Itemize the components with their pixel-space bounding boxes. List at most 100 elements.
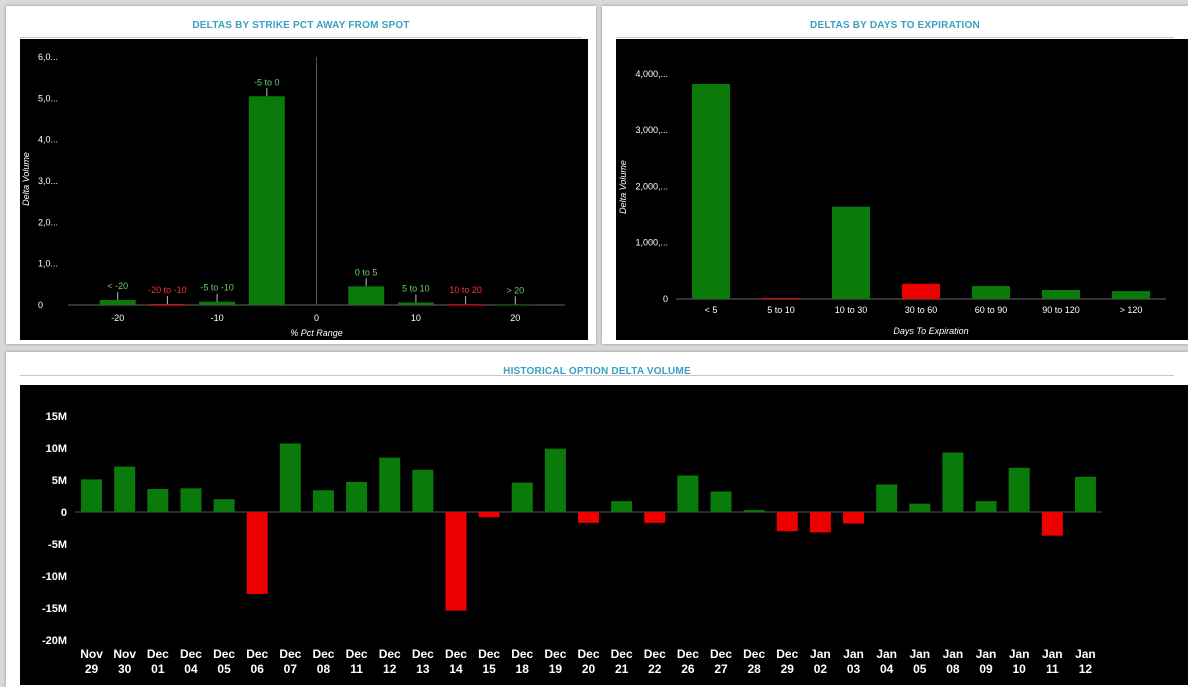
strike-bar-label: 10 to 20 [449, 285, 482, 295]
strike-y-axis-title: Delta Volume [21, 152, 31, 206]
strike-y-tick-label: 3,0... [38, 176, 58, 186]
historical-bar [379, 457, 401, 512]
expiration-y-tick-label: 2,000,... [635, 181, 668, 191]
expiration-chart: 0 1,000,... 2,000,... 3,000,... 4,000,... Del… [618, 69, 1166, 336]
expiration-x-tick-label: < 5 [705, 305, 718, 315]
historical-x-tick-label: Dec 27 [710, 647, 732, 676]
historical-bar [843, 512, 865, 524]
strike-y-tick-label: 1,0... [38, 259, 58, 269]
strike-x-tick-label: -20 [111, 313, 124, 323]
historical-x-tick-label: Dec 26 [677, 647, 699, 676]
historical-bar [975, 501, 997, 512]
historical-bar [677, 475, 699, 512]
historical-x-tick-label: Dec 13 [412, 647, 434, 676]
strike-y-tick-label: 0 [38, 300, 43, 310]
historical-x-tick-label: Dec 04 [180, 647, 202, 676]
strike-x-tick-label: 10 [411, 313, 421, 323]
historical-x-tick-label: Jan 12 [1075, 647, 1096, 676]
historical-x-tick-label: Nov 29 [80, 647, 103, 676]
strike-x-tick-label: -10 [211, 313, 224, 323]
historical-x-tick-label: Dec 11 [346, 647, 368, 676]
historical-y-tick-label: 10M [46, 443, 67, 455]
historical-bar [114, 466, 136, 512]
historical-x-tick-label: Dec 14 [445, 647, 467, 676]
historical-x-tick-label: Dec 05 [213, 647, 235, 676]
historical-y-tick-label: -5M [48, 539, 67, 551]
historical-bar [180, 488, 202, 512]
historical-x-tick-label: Jan 04 [876, 647, 897, 676]
strike-y-tick-label: 6,0... [38, 52, 58, 62]
expiration-x-tick-label: 10 to 30 [835, 305, 868, 315]
historical-y-tick-label: 15M [46, 411, 67, 423]
expiration-bar [692, 84, 730, 300]
expiration-title-divider [616, 37, 1174, 38]
historical-x-tick-label: Dec 22 [644, 647, 666, 676]
historical-plot-area: 15M 10M 5M 0 -5M -10M -15M -20M Nov 29 Nov 30 Dec 01 D… [20, 385, 1188, 685]
historical-x-tick-label: Dec 20 [577, 647, 599, 676]
historical-panel-title: HISTORICAL OPTION DELTA VOLUME [503, 366, 691, 377]
strike-plot-area: 0 1,0... 2,0... 3,0... 4,0... 5,0... 6,0... -20… [20, 39, 588, 340]
expiration-bar [1112, 291, 1150, 299]
expiration-x-axis-title: Days To Expiration [893, 326, 968, 336]
historical-x-tick-label: Dec 28 [743, 647, 765, 676]
historical-bar [81, 479, 103, 512]
strike-bar-label: > 20 [506, 285, 524, 295]
historical-bar [213, 499, 235, 512]
historical-y-tick-label: 5M [52, 475, 67, 487]
historical-chart: 15M 10M 5M 0 -5M -10M -15M -20M Nov 29 Nov 30 Dec 01 D… [42, 411, 1102, 676]
strike-bar [248, 96, 285, 305]
strike-title-divider [20, 37, 582, 38]
historical-bar [743, 510, 765, 512]
strike-bar [497, 304, 534, 306]
expiration-bar [762, 297, 800, 299]
historical-bar [876, 484, 898, 512]
historical-bar [279, 443, 301, 512]
strike-bar [397, 302, 434, 305]
strike-bar-label: -5 to -10 [200, 283, 234, 293]
historical-x-tick-label: Jan 10 [1009, 647, 1030, 676]
expiration-plot-area: 0 1,000,... 2,000,... 3,000,... 4,000,... Del… [616, 39, 1188, 340]
strike-x-tick-label: 20 [510, 313, 520, 323]
historical-bar [412, 469, 434, 512]
strike-bar [447, 304, 484, 306]
historical-x-tick-label: Jan 02 [810, 647, 831, 676]
expiration-y-tick-label: 4,000,... [635, 69, 668, 79]
expiration-y-axis-title: Delta Volume [618, 160, 628, 214]
expiration-bar [1042, 289, 1080, 299]
historical-y-tick-label: -20M [42, 635, 67, 647]
expiration-y-tick-label: 1,000,... [635, 238, 668, 248]
historical-bar [544, 448, 566, 512]
historical-x-tick-label: Dec 19 [544, 647, 566, 676]
strike-panel: DELTAS BY STRIKE PCT AWAY FROM SPOT 0 1,0… [6, 6, 596, 344]
historical-x-tick-label: Jan 11 [1042, 647, 1063, 676]
historical-x-tick-label: Dec 01 [147, 647, 169, 676]
historical-bar [644, 512, 666, 523]
historical-bar [1074, 476, 1096, 512]
historical-bar [942, 452, 964, 512]
strike-bar-label: -5 to 0 [254, 77, 280, 87]
historical-bar [1008, 467, 1030, 512]
historical-x-tick-label: Nov 30 [113, 647, 136, 676]
historical-x-tick-label: Dec 15 [478, 647, 500, 676]
historical-y-tick-label: -10M [42, 571, 67, 583]
historical-bar [710, 491, 732, 512]
strike-bar-label: 0 to 5 [355, 267, 378, 277]
historical-bar [776, 512, 798, 532]
historical-bar [246, 512, 268, 594]
strike-x-axis-title: % Pct Range [290, 328, 343, 338]
expiration-x-tick-label: 5 to 10 [767, 305, 795, 315]
historical-x-tick-label: Dec 29 [776, 647, 798, 676]
expiration-panel: DELTAS BY DAYS TO EXPIRATION 0 1,000,... 2… [602, 6, 1188, 344]
expiration-bar [832, 206, 870, 299]
strike-bar [149, 303, 186, 305]
historical-x-tick-label: Dec 18 [511, 647, 533, 676]
historical-bar [478, 512, 500, 518]
strike-bar [348, 286, 385, 305]
historical-bar [809, 512, 831, 533]
strike-y-tick-label: 2,0... [38, 217, 58, 227]
strike-bar [99, 300, 136, 305]
historical-bar [611, 501, 633, 512]
expiration-y-tick-label: 0 [663, 294, 668, 304]
historical-panel: HISTORICAL OPTION DELTA VOLUME 15M 10M 5M 0… [6, 352, 1188, 687]
expiration-bar [972, 286, 1010, 299]
